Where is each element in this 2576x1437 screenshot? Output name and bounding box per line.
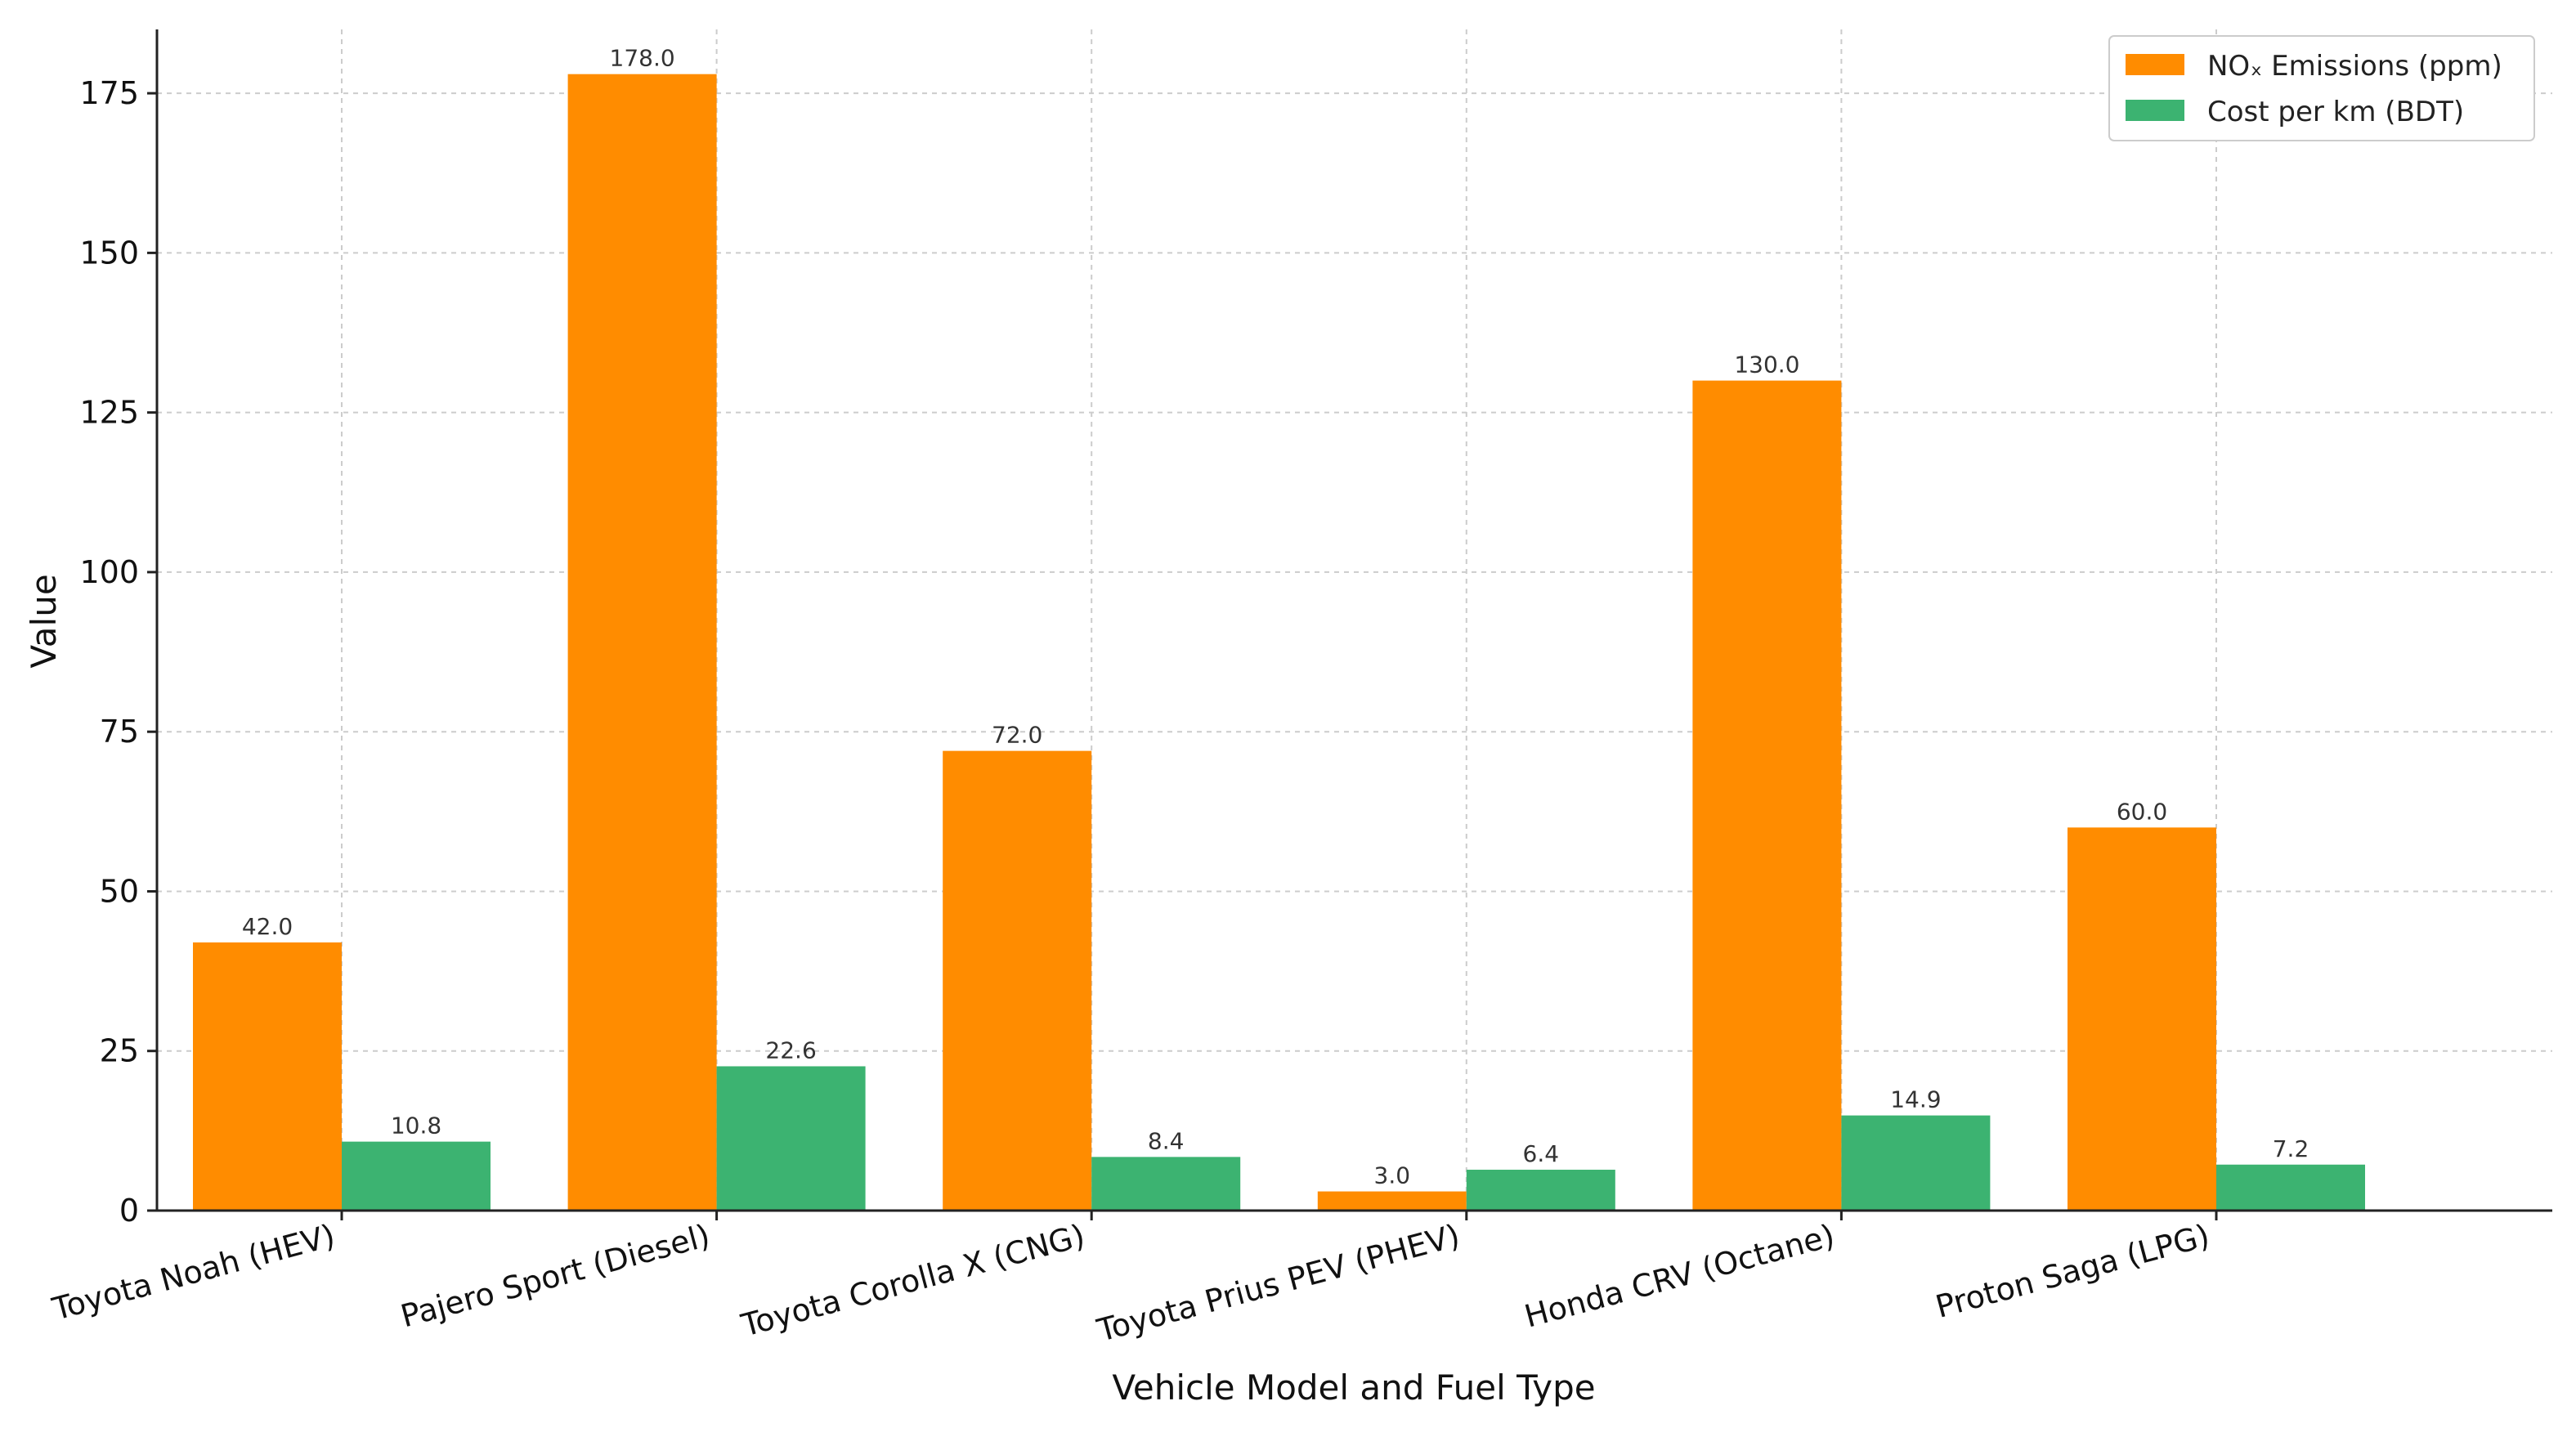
data-label: 6.4 (1523, 1140, 1560, 1167)
cost-bar (2216, 1164, 2365, 1211)
y-tick-label: 0 (119, 1193, 139, 1229)
data-label: 178.0 (610, 45, 675, 72)
cost-bar (342, 1141, 491, 1211)
nox-bar (2068, 827, 2216, 1211)
data-label: 14.9 (1890, 1086, 1941, 1113)
x-axis-title: Vehicle Model and Fuel Type (1112, 1368, 1595, 1408)
axes (155, 29, 2552, 1212)
legend: NOₓ Emissions (ppm) Cost per km (BDT) (2108, 35, 2535, 141)
data-labels: 42.0 178.0 72.0 3.0 130.0 60.0 10.8 22.6 8.4 6.4 1… (242, 45, 2309, 1189)
nox-bar (567, 74, 717, 1211)
legend-label-nox: NOₓ Emissions (ppm) (2207, 50, 2502, 83)
data-label: 3.0 (1374, 1162, 1411, 1189)
y-tick-labels: 0 25 50 75 100 125 150 175 (79, 75, 157, 1229)
y-tick-label: 100 (79, 554, 139, 590)
legend-swatch-cost (2126, 100, 2184, 121)
cost-bar (1091, 1157, 1241, 1211)
data-label: 7.2 (2273, 1135, 2309, 1162)
y-axis-title: Value (24, 574, 64, 668)
nox-bar (1317, 1191, 1467, 1211)
legend-label-cost: Cost per km (BDT) (2207, 96, 2464, 128)
y-tick-label: 175 (79, 75, 139, 111)
y-tick-label: 125 (79, 395, 139, 431)
data-label: 42.0 (242, 913, 293, 940)
y-tick-label: 75 (100, 714, 139, 750)
cost-bar (1466, 1170, 1615, 1211)
nox-bar (1692, 380, 1842, 1211)
y-tick-label: 50 (100, 873, 139, 909)
data-label: 72.0 (992, 722, 1042, 749)
cost-bar (716, 1066, 866, 1211)
y-tick-label: 150 (79, 235, 139, 271)
data-label: 22.6 (765, 1036, 816, 1063)
bars (193, 74, 2365, 1211)
cost-bar (1841, 1115, 1991, 1211)
legend-box (2108, 35, 2535, 141)
nox-bar (943, 750, 1092, 1211)
data-label: 60.0 (2117, 798, 2167, 825)
data-label: 8.4 (1148, 1127, 1185, 1154)
y-tick-label: 25 (100, 1033, 139, 1069)
nox-bar (193, 942, 342, 1211)
legend-swatch-nox (2126, 54, 2184, 75)
data-label: 130.0 (1734, 351, 1799, 378)
data-label: 10.8 (391, 1112, 441, 1139)
